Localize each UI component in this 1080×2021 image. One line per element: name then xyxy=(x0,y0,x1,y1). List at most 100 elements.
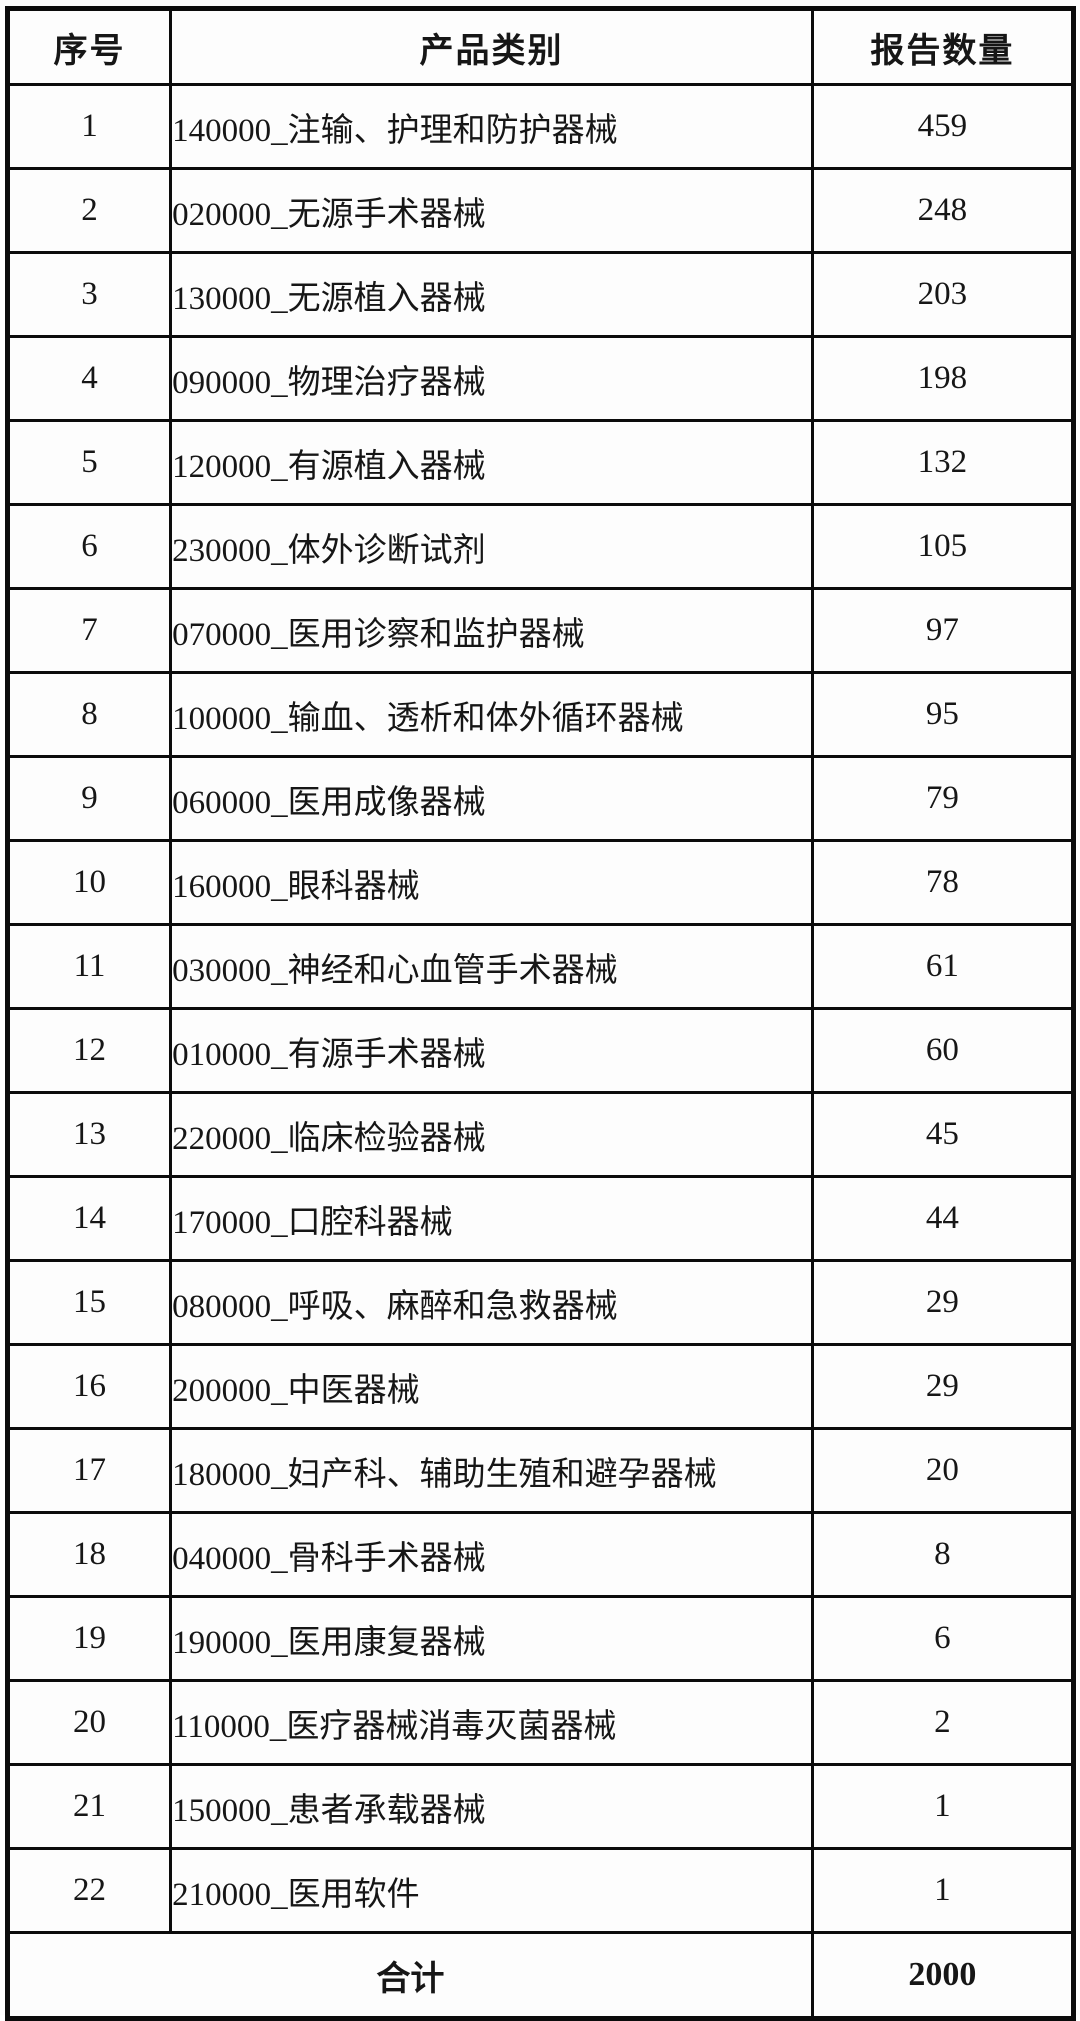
table-row: 4 090000_物理治疗器械 198 xyxy=(5,335,1076,422)
row-category-cell: 060000_医用成像器械 xyxy=(169,755,814,842)
row-category-cell: 190000_医用康复器械 xyxy=(169,1595,814,1682)
row-report-count-cell: 8 xyxy=(810,1511,1076,1598)
row-index-cell: 4 xyxy=(5,335,173,422)
row-report-count-cell: 105 xyxy=(810,503,1076,590)
table-row: 8 100000_输血、透析和体外循环器械 95 xyxy=(5,671,1076,758)
row-category-cell: 200000_中医器械 xyxy=(169,1343,814,1430)
table-row: 7 070000_医用诊察和监护器械 97 xyxy=(5,587,1076,674)
total-row: 合计 2000 xyxy=(6,1931,1076,2020)
row-report-count-cell: 203 xyxy=(810,251,1076,338)
row-index-cell: 19 xyxy=(5,1595,173,1682)
row-category-cell: 160000_眼科器械 xyxy=(169,839,814,926)
row-report-count-cell: 61 xyxy=(810,923,1076,1010)
table-row: 15 080000_呼吸、麻醉和急救器械 29 xyxy=(5,1259,1076,1346)
row-category-cell: 210000_医用软件 xyxy=(169,1847,814,1934)
row-index-cell: 11 xyxy=(5,923,173,1010)
row-category-cell: 130000_无源植入器械 xyxy=(169,251,814,338)
row-category-cell: 090000_物理治疗器械 xyxy=(169,335,814,422)
row-category-cell: 070000_医用诊察和监护器械 xyxy=(169,587,814,674)
total-label: 合计 xyxy=(6,1931,814,2020)
row-report-count-cell: 95 xyxy=(810,671,1076,758)
row-report-count-cell: 132 xyxy=(810,419,1076,506)
row-index-cell: 21 xyxy=(5,1763,173,1850)
table-row: 12 010000_有源手术器械 60 xyxy=(5,1007,1076,1094)
table-header: 序号 产品类别 报告数量 xyxy=(5,7,1076,86)
row-index-cell: 1 xyxy=(5,83,173,170)
row-report-count-cell: 198 xyxy=(810,335,1076,422)
row-index-cell: 17 xyxy=(5,1427,173,1514)
table-row: 6 230000_体外诊断试剂 105 xyxy=(5,503,1076,590)
row-report-count-cell: 79 xyxy=(810,755,1076,842)
row-index-cell: 12 xyxy=(5,1007,173,1094)
row-category-cell: 110000_医疗器械消毒灭菌器械 xyxy=(169,1679,814,1766)
table-row: 1 140000_注输、护理和防护器械 459 xyxy=(5,83,1076,170)
row-index-cell: 15 xyxy=(5,1259,173,1346)
row-index-cell: 6 xyxy=(5,503,173,590)
table-row: 9 060000_医用成像器械 79 xyxy=(5,755,1076,842)
table-row: 22 210000_医用软件 1 xyxy=(5,1847,1076,1934)
row-index-cell: 7 xyxy=(5,587,173,674)
column-header-report-count: 报告数量 xyxy=(810,7,1076,86)
table-row: 17 180000_妇产科、辅助生殖和避孕器械 20 xyxy=(5,1427,1076,1514)
row-index-cell: 10 xyxy=(5,839,173,926)
table-row: 18 040000_骨科手术器械 8 xyxy=(5,1511,1076,1598)
row-category-cell: 010000_有源手术器械 xyxy=(169,1007,814,1094)
row-category-cell: 180000_妇产科、辅助生殖和避孕器械 xyxy=(169,1427,814,1514)
row-index-cell: 8 xyxy=(5,671,173,758)
row-report-count-cell: 6 xyxy=(810,1595,1076,1682)
row-report-count-cell: 44 xyxy=(810,1175,1076,1262)
row-report-count-cell: 45 xyxy=(810,1091,1076,1178)
table-row: 5 120000_有源植入器械 132 xyxy=(5,419,1076,506)
column-header-index: 序号 xyxy=(5,7,173,86)
table-footer: 合计 2000 xyxy=(6,1931,1076,2020)
row-index-cell: 2 xyxy=(5,167,173,254)
report-count-table: 序号 产品类别 报告数量 1 140000_注输、护理和防护器械 459 2 02000… xyxy=(5,6,1076,2021)
table-body: 1 140000_注输、护理和防护器械 459 2 020000_无源手术器械 248 3 1… xyxy=(5,83,1076,1934)
row-category-cell: 170000_口腔科器械 xyxy=(169,1175,814,1262)
table-row: 16 200000_中医器械 29 xyxy=(5,1343,1076,1430)
header-row: 序号 产品类别 报告数量 xyxy=(5,7,1076,86)
row-index-cell: 13 xyxy=(5,1091,173,1178)
row-category-cell: 220000_临床检验器械 xyxy=(169,1091,814,1178)
row-report-count-cell: 29 xyxy=(810,1343,1076,1430)
row-category-cell: 150000_患者承载器械 xyxy=(169,1763,814,1850)
row-report-count-cell: 97 xyxy=(810,587,1076,674)
row-report-count-cell: 78 xyxy=(810,839,1076,926)
row-category-cell: 020000_无源手术器械 xyxy=(169,167,814,254)
row-category-cell: 120000_有源植入器械 xyxy=(169,419,814,506)
row-category-cell: 100000_输血、透析和体外循环器械 xyxy=(169,671,814,758)
table-row: 14 170000_口腔科器械 44 xyxy=(5,1175,1076,1262)
row-index-cell: 20 xyxy=(5,1679,173,1766)
table-row: 13 220000_临床检验器械 45 xyxy=(5,1091,1076,1178)
row-category-cell: 230000_体外诊断试剂 xyxy=(169,503,814,590)
table-row: 21 150000_患者承载器械 1 xyxy=(5,1763,1076,1850)
row-report-count-cell: 248 xyxy=(810,167,1076,254)
row-index-cell: 18 xyxy=(5,1511,173,1598)
row-index-cell: 3 xyxy=(5,251,173,338)
row-index-cell: 5 xyxy=(5,419,173,506)
row-category-cell: 030000_神经和心血管手术器械 xyxy=(169,923,814,1010)
row-report-count-cell: 2 xyxy=(810,1679,1076,1766)
total-value: 2000 xyxy=(810,1931,1076,2020)
table-row: 3 130000_无源植入器械 203 xyxy=(5,251,1076,338)
row-index-cell: 9 xyxy=(5,755,173,842)
table-row: 11 030000_神经和心血管手术器械 61 xyxy=(5,923,1076,1010)
table-row: 2 020000_无源手术器械 248 xyxy=(5,167,1076,254)
table-row: 20 110000_医疗器械消毒灭菌器械 2 xyxy=(5,1679,1076,1766)
row-index-cell: 22 xyxy=(5,1847,173,1934)
row-report-count-cell: 29 xyxy=(810,1259,1076,1346)
row-report-count-cell: 1 xyxy=(810,1763,1076,1850)
row-index-cell: 14 xyxy=(5,1175,173,1262)
row-category-cell: 080000_呼吸、麻醉和急救器械 xyxy=(169,1259,814,1346)
table-row: 10 160000_眼科器械 78 xyxy=(5,839,1076,926)
row-index-cell: 16 xyxy=(5,1343,173,1430)
row-report-count-cell: 60 xyxy=(810,1007,1076,1094)
row-report-count-cell: 20 xyxy=(810,1427,1076,1514)
table-row: 19 190000_医用康复器械 6 xyxy=(5,1595,1076,1682)
row-report-count-cell: 459 xyxy=(810,83,1076,170)
column-header-category: 产品类别 xyxy=(169,7,814,86)
row-report-count-cell: 1 xyxy=(810,1847,1076,1934)
row-category-cell: 140000_注输、护理和防护器械 xyxy=(169,83,814,170)
row-category-cell: 040000_骨科手术器械 xyxy=(169,1511,814,1598)
